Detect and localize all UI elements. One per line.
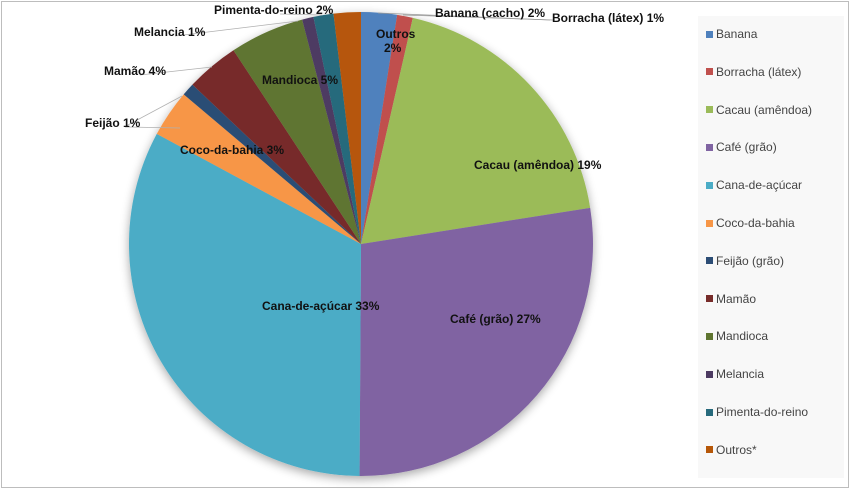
- legend-item: Café (grão): [706, 139, 777, 155]
- data-label: Feijão 1%: [85, 116, 141, 130]
- data-label: Outros: [376, 27, 416, 41]
- legend-label: Mamão: [716, 291, 757, 306]
- legend-item: Feijão (grão): [706, 253, 784, 269]
- legend-item: Mamão: [706, 291, 756, 307]
- pie-slice-mam-o: [192, 50, 361, 245]
- pie-slice-banana: [361, 11, 398, 244]
- pie-slices: [128, 11, 594, 477]
- legend-label: Banana: [716, 27, 758, 41]
- data-label: Melancia 1%: [134, 25, 206, 39]
- legend-label: Borracha (látex): [716, 64, 802, 79]
- legend-item: Cana-de-açúcar: [706, 177, 802, 193]
- data-label: Café (grão) 27%: [450, 312, 541, 326]
- legend-swatch-icon: [706, 257, 713, 265]
- legend-swatch-icon: [706, 332, 713, 340]
- data-label: Banana (cacho) 2%: [435, 6, 545, 20]
- legend-label: Outros*: [716, 442, 757, 457]
- legend-swatch-icon: [706, 68, 713, 76]
- data-label: Mandioca 5%: [262, 73, 338, 87]
- chart-legend: Banana Borracha (látex) Cacau (amêndoa) Caf…: [698, 16, 844, 478]
- legend-item: Outros*: [706, 442, 757, 458]
- legend-swatch-icon: [706, 219, 713, 227]
- legend-item: Cacau (amêndoa): [706, 102, 812, 118]
- legend-item: Pimenta-do-reino: [706, 404, 808, 420]
- legend-swatch-icon: [706, 181, 713, 189]
- pie-slice-cacau-am-ndoa: [361, 17, 591, 244]
- data-label: Cana-de-açúcar 33%: [262, 299, 380, 313]
- legend-swatch-icon: [706, 295, 713, 303]
- pie-slice-melancia: [302, 16, 361, 245]
- pie-slice-feij-o-gr-o: [183, 84, 361, 244]
- legend-swatch-icon: [706, 30, 713, 38]
- data-label: Pimenta-do-reino 2%: [214, 3, 334, 17]
- pie-slice-mandioca: [233, 19, 361, 244]
- legend-swatch-icon: [706, 370, 713, 378]
- legend-label: Melancia: [716, 367, 765, 382]
- pie-slice-pimenta-do-reino: [313, 13, 361, 245]
- pie-slice-outros: [333, 12, 361, 244]
- leader-lines: [124, 12, 554, 129]
- legend-item: Melancia: [706, 366, 764, 382]
- pie-slice-cana-de-a-car: [128, 133, 361, 477]
- data-label: Mamão 4%: [104, 64, 166, 78]
- legend-label: Coco-da-bahia: [716, 216, 795, 230]
- legend-item: Borracha (látex): [706, 64, 801, 80]
- legend-item: Coco-da-bahia: [706, 215, 795, 231]
- pie-slice-coco-da-bahia: [156, 94, 361, 244]
- legend-swatch-icon: [706, 143, 713, 151]
- legend-swatch-icon: [706, 408, 713, 416]
- legend-label: Mandioca: [716, 329, 769, 344]
- data-label: 2%: [384, 41, 402, 55]
- legend-swatch-icon: [706, 446, 713, 454]
- legend-swatch-icon: [706, 106, 713, 114]
- legend-label: Café (grão): [716, 140, 777, 155]
- data-label: Cacau (amêndoa) 19%: [474, 158, 602, 172]
- legend-item: Banana: [706, 26, 757, 42]
- legend-label: Pimenta-do-reino: [716, 405, 809, 419]
- pie-slice-caf-gr-o: [359, 207, 594, 477]
- legend-item: Mandioca: [706, 328, 768, 344]
- legend-label: Cana-de-açúcar: [716, 178, 803, 193]
- legend-label: Cacau (amêndoa): [716, 102, 813, 117]
- data-label: Borracha (látex) 1%: [552, 11, 664, 25]
- data-label: Coco-da-bahia 3%: [180, 143, 284, 157]
- legend-label: Feijão (grão): [716, 253, 785, 268]
- data-labels: Banana (cacho) 2% Borracha (látex) 1% Caca…: [85, 3, 664, 326]
- pie-slice-borracha-l-tex: [361, 14, 413, 244]
